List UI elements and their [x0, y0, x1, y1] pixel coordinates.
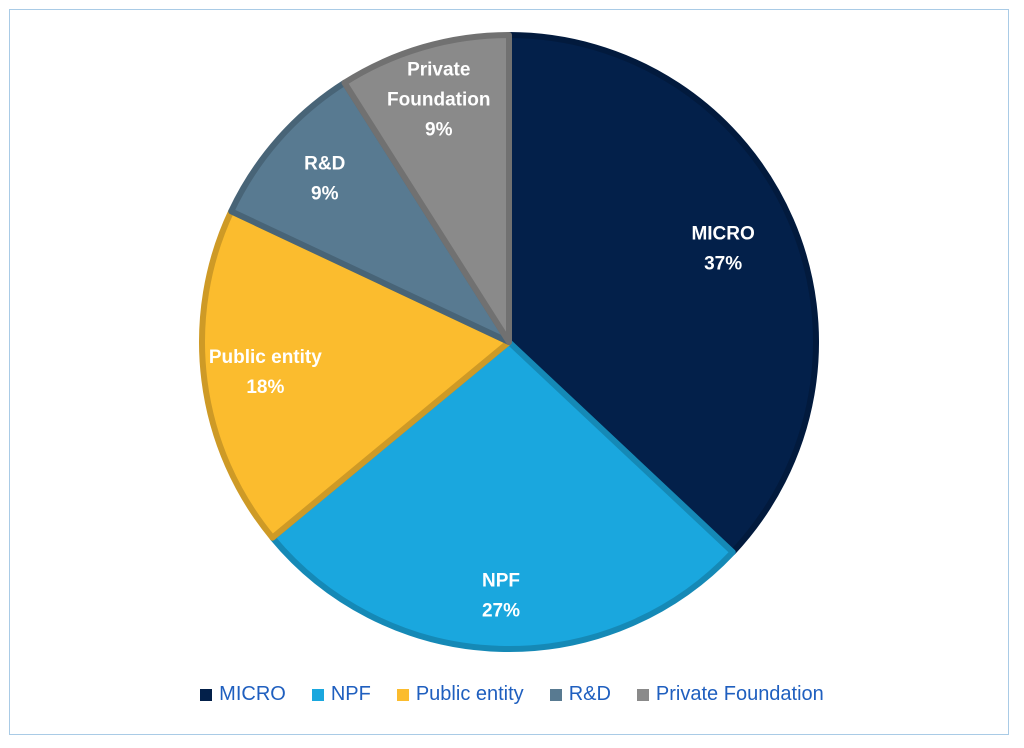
pie-slice-private-foundation: [341, 32, 512, 345]
legend-label-public-entity: Public entity: [415, 683, 524, 705]
legend-label-private-foundation: Private Foundation: [655, 683, 824, 705]
slice-label-private-foundation: Private Foundation 9%: [387, 59, 490, 140]
legend-label-npf: NPF: [330, 683, 371, 705]
legend-swatch-micro: [200, 688, 213, 701]
slice-label-public-entity: Public entity 18%: [209, 347, 322, 398]
legend-swatch-npf: [311, 688, 324, 701]
pie-slice-micro: [506, 32, 819, 556]
legend-item-micro: MICRO: [200, 683, 286, 706]
slice-label-micro: MICRO 37%: [691, 223, 754, 274]
legend-swatch-public-entity: [396, 688, 409, 701]
pie-slice-public-entity: [199, 208, 512, 541]
slice-label-npf: NPF 27%: [482, 571, 520, 622]
legend-swatch-private-foundation: [636, 688, 649, 701]
legend-item-npf: NPF: [311, 683, 371, 706]
legend-item-rd: R&D: [549, 683, 611, 706]
legend-item-private-foundation: Private Foundation: [636, 683, 824, 706]
legend-swatch-rd: [549, 688, 562, 701]
legend: MICRO NPF Public entity R&D Private Foun…: [0, 683, 1024, 706]
pie-slice-rd: [228, 79, 512, 345]
legend-label-rd: R&D: [568, 683, 611, 705]
legend-item-public-entity: Public entity: [396, 683, 524, 706]
slice-label-rd: R&D 9%: [304, 154, 345, 205]
pie-slice-npf: [269, 339, 736, 652]
legend-label-micro: MICRO: [219, 683, 286, 705]
